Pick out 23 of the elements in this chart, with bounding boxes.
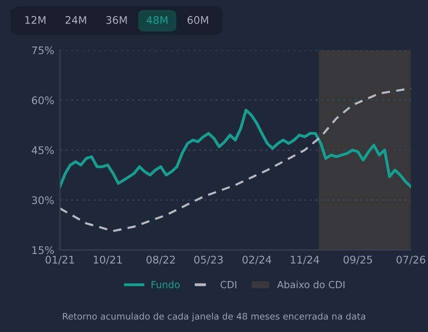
- x-tick-label: 02/24: [242, 256, 272, 264]
- y-tick-label: 75%: [32, 46, 54, 54]
- line-series: [60, 108, 411, 188]
- x-tick-label: 11/24: [290, 256, 320, 264]
- y-tick-label: 60%: [32, 96, 54, 104]
- x-tick-label: 08/22: [146, 256, 175, 264]
- text: 24M: [66, 16, 86, 24]
- text: Retorno acumulado de cada janela de 48 meses encerrada na data: [62, 312, 366, 322]
- x-tick-label: 05/23: [194, 256, 223, 264]
- text: 36M: [106, 16, 127, 24]
- x-tick-label: 09/25: [344, 256, 372, 264]
- y-tick-label: 45%: [32, 146, 54, 154]
- legend-label: CDI: [220, 280, 236, 288]
- x-tick-label: 10/21: [94, 256, 122, 264]
- legend-label: Fundo: [152, 280, 180, 288]
- text: 60M: [188, 16, 208, 24]
- x-tick-label: 01/21: [46, 256, 74, 264]
- text: 48M: [146, 16, 168, 24]
- text: 12M: [25, 16, 46, 24]
- x-tick-label: 07/26: [396, 256, 426, 264]
- y-tick-label: 30%: [32, 196, 54, 204]
- y-tick-label: 15%: [32, 246, 54, 254]
- legend-label: Abaixo do CDI: [277, 280, 344, 288]
